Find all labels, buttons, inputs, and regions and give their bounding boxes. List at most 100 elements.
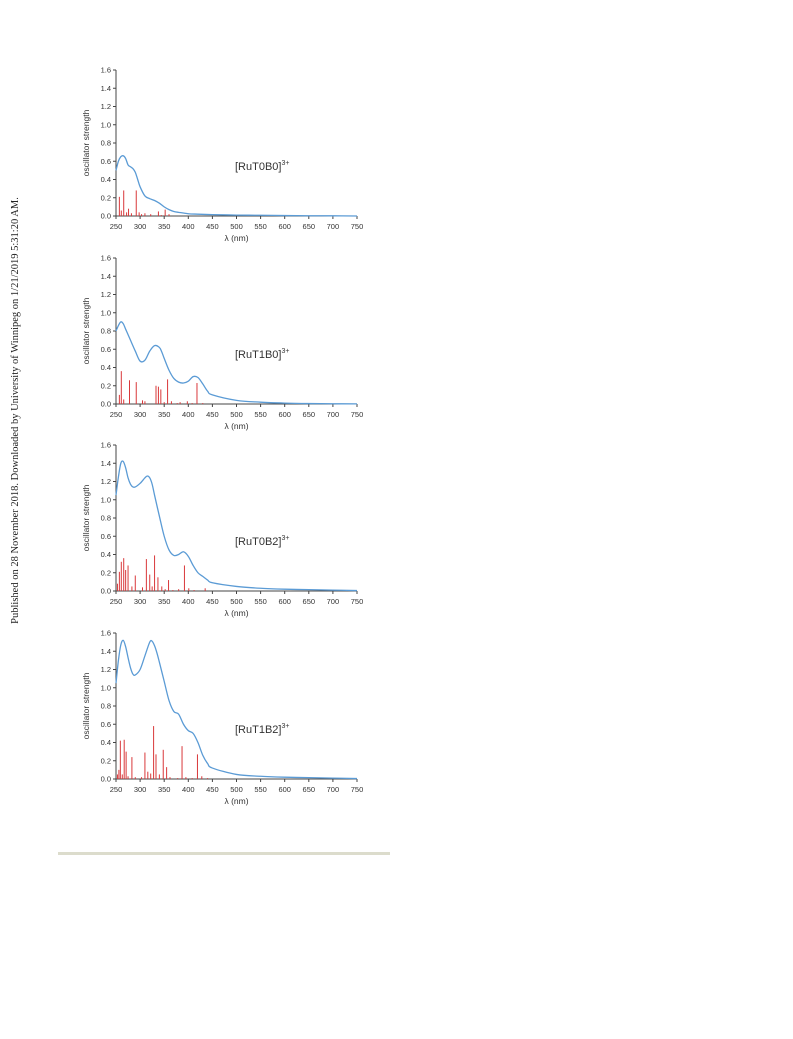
y-tick-label: 0.8 xyxy=(101,702,111,711)
y-tick-label: 0.6 xyxy=(101,532,111,541)
x-tick-label: 500 xyxy=(230,785,243,794)
x-tick-label: 300 xyxy=(134,785,147,794)
y-tick-label: 0.8 xyxy=(101,327,111,336)
x-tick-label: 750 xyxy=(351,222,364,231)
y-axis-label: oscillator strength xyxy=(81,109,91,176)
x-tick-label: 700 xyxy=(327,222,340,231)
x-tick-label: 350 xyxy=(158,785,171,794)
x-tick-label: 500 xyxy=(230,222,243,231)
x-tick-label: 650 xyxy=(303,785,316,794)
x-tick-label: 550 xyxy=(254,410,267,419)
y-tick-label: 1.6 xyxy=(101,254,111,263)
x-tick-label: 300 xyxy=(134,597,147,606)
y-tick-label: 0.4 xyxy=(101,363,111,372)
y-tick-label: 0.4 xyxy=(101,175,111,184)
x-tick-label: 600 xyxy=(278,597,291,606)
x-tick-label: 750 xyxy=(351,597,364,606)
x-tick-label: 450 xyxy=(206,410,219,419)
compound-label: [RuT1B2]3+ xyxy=(235,723,289,736)
x-tick-label: 550 xyxy=(254,597,267,606)
x-tick-label: 650 xyxy=(303,410,316,419)
x-tick-label: 750 xyxy=(351,410,364,419)
y-tick-label: 0.0 xyxy=(101,775,111,784)
y-tick-label: 1.6 xyxy=(101,441,111,450)
y-tick-label: 1.4 xyxy=(101,459,111,468)
y-tick-label: 1.2 xyxy=(101,102,111,111)
y-axis-label: oscillator strength xyxy=(81,297,91,364)
y-tick-label: 1.4 xyxy=(101,647,111,656)
x-tick-label: 450 xyxy=(206,597,219,606)
y-tick-label: 1.2 xyxy=(101,665,111,674)
compound-label: [RuT0B0]3+ xyxy=(235,160,289,173)
y-tick-label: 1.0 xyxy=(101,308,111,317)
x-tick-label: 750 xyxy=(351,785,364,794)
x-axis-label: λ (nm) xyxy=(224,421,248,431)
watermark-text: Published on 28 November 2018. Downloade… xyxy=(9,196,21,624)
y-tick-label: 0.6 xyxy=(101,720,111,729)
spectrum-chart-1: 0.0 0.2 0.4 0.6 0.8 1.0 1.2 1.4 1.6 250 300 350 400 4… xyxy=(81,66,364,244)
y-tick-label: 1.4 xyxy=(101,272,111,281)
absorption-curve xyxy=(115,460,358,592)
y-tick-label: 1.4 xyxy=(101,84,111,93)
absorption-curve xyxy=(115,155,358,217)
y-tick-label: 1.2 xyxy=(101,477,111,486)
y-tick-label: 1.2 xyxy=(101,290,111,299)
x-tick-label: 700 xyxy=(327,410,340,419)
y-axis-label: oscillator strength xyxy=(81,484,91,551)
y-tick-label: 1.0 xyxy=(101,495,111,504)
x-tick-label: 500 xyxy=(230,597,243,606)
y-tick-label: 0.4 xyxy=(101,738,111,747)
y-axis-label: oscillator strength xyxy=(81,672,91,739)
x-tick-label: 650 xyxy=(303,222,316,231)
x-tick-label: 350 xyxy=(158,597,171,606)
absorption-curve xyxy=(115,321,358,405)
x-tick-label: 500 xyxy=(230,410,243,419)
y-tick-label: 0.6 xyxy=(101,345,111,354)
publication-watermark: Published on 28 November 2018. Downloade… xyxy=(4,190,26,630)
x-tick-label: 350 xyxy=(158,410,171,419)
x-axis-label: λ (nm) xyxy=(224,608,248,618)
x-tick-label: 300 xyxy=(134,222,147,231)
y-tick-label: 0.2 xyxy=(101,568,111,577)
x-tick-label: 600 xyxy=(278,222,291,231)
x-tick-label: 250 xyxy=(110,222,123,231)
y-tick-label: 0.8 xyxy=(101,514,111,523)
x-tick-label: 600 xyxy=(278,410,291,419)
x-tick-label: 550 xyxy=(254,222,267,231)
y-tick-label: 0.6 xyxy=(101,157,111,166)
spectrum-chart-2: 0.0 0.2 0.4 0.6 0.8 1.0 1.2 1.4 1.6 250 300 350 400 4… xyxy=(81,254,364,432)
absorption-curve xyxy=(115,639,358,780)
x-tick-label: 700 xyxy=(327,597,340,606)
x-tick-label: 250 xyxy=(110,410,123,419)
x-tick-label: 450 xyxy=(206,785,219,794)
y-tick-label: 1.6 xyxy=(101,629,111,638)
compound-label: [RuT1B0]3+ xyxy=(235,348,289,361)
y-tick-label: 0.8 xyxy=(101,139,111,148)
y-tick-label: 0.0 xyxy=(101,400,111,409)
spectrum-chart-4: 0.0 0.2 0.4 0.6 0.8 1.0 1.2 1.4 1.6 250 300 350 400 4… xyxy=(81,629,364,807)
spectra-figure: 0.0 0.2 0.4 0.6 0.8 1.0 1.2 1.4 1.6 250 300 350 400 4… xyxy=(70,60,380,830)
y-tick-label: 1.0 xyxy=(101,683,111,692)
y-tick-label: 0.2 xyxy=(101,756,111,765)
y-tick-label: 0.0 xyxy=(101,587,111,596)
x-tick-label: 400 xyxy=(182,785,195,794)
y-tick-label: 1.6 xyxy=(101,66,111,75)
x-tick-label: 400 xyxy=(182,222,195,231)
y-tick-label: 0.2 xyxy=(101,193,111,202)
x-axis-label: λ (nm) xyxy=(224,233,248,243)
y-tick-label: 0.2 xyxy=(101,381,111,390)
x-tick-label: 600 xyxy=(278,785,291,794)
x-tick-label: 700 xyxy=(327,785,340,794)
x-tick-label: 400 xyxy=(182,597,195,606)
x-tick-label: 650 xyxy=(303,597,316,606)
y-tick-label: 0.4 xyxy=(101,550,111,559)
x-tick-label: 400 xyxy=(182,410,195,419)
x-tick-label: 350 xyxy=(158,222,171,231)
spectrum-chart-3: 0.0 0.2 0.4 0.6 0.8 1.0 1.2 1.4 1.6 250 300 350 400 4… xyxy=(81,441,364,619)
y-tick-label: 0.0 xyxy=(101,212,111,221)
x-tick-label: 250 xyxy=(110,785,123,794)
x-tick-label: 450 xyxy=(206,222,219,231)
y-tick-label: 1.0 xyxy=(101,120,111,129)
x-tick-label: 250 xyxy=(110,597,123,606)
horizontal-divider xyxy=(58,852,390,855)
